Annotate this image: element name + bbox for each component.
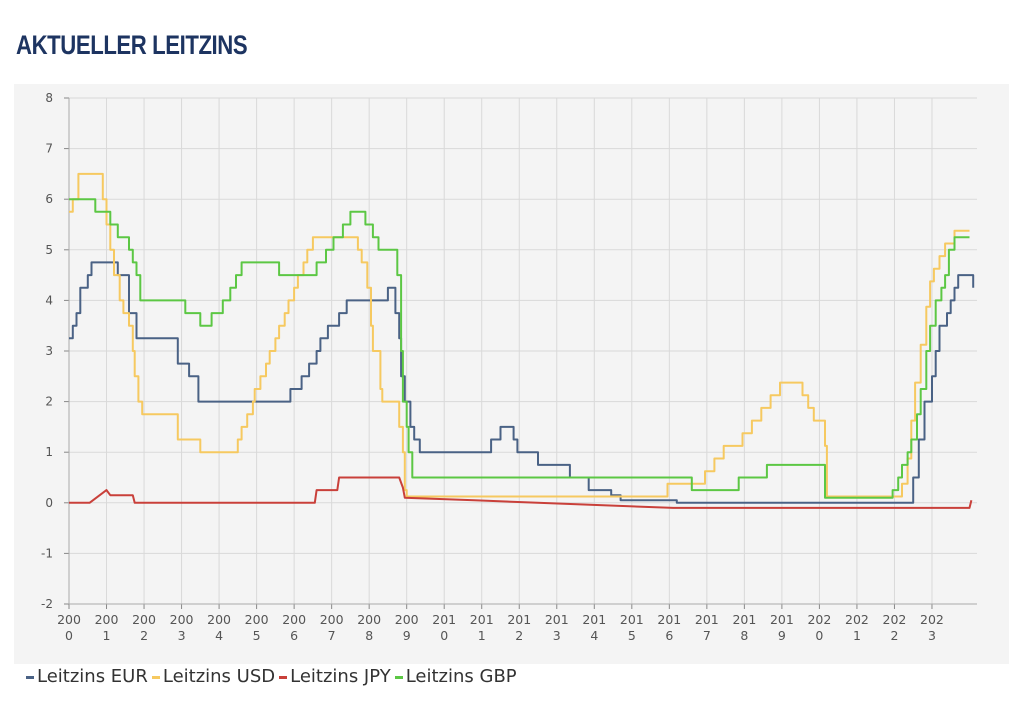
x-tick-label-line2: 8	[365, 628, 373, 643]
page-title: AKTUELLER LEITZINS	[16, 30, 248, 60]
y-tick-label: 4	[45, 293, 53, 307]
chart-series	[69, 172, 975, 509]
x-tick-label: 200	[57, 612, 81, 627]
x-tick-label-line2: 3	[928, 628, 936, 643]
x-tick-label: 202	[920, 612, 944, 627]
x-tick-label: 201	[732, 612, 756, 627]
x-tick-label: 202	[883, 612, 907, 627]
x-tick-label-line2: 1	[478, 628, 486, 643]
x-tick-label-line2: 2	[890, 628, 898, 643]
x-tick-label: 201	[770, 612, 794, 627]
x-tick-label: 201	[657, 612, 681, 627]
series-line-leitzins-gbp	[69, 198, 970, 499]
y-tick-label: 0	[45, 496, 53, 510]
x-tick-label-line2: 2	[140, 628, 148, 643]
x-tick-label-line2: 1	[103, 628, 111, 643]
x-tick-label: 200	[170, 612, 194, 627]
y-tick-label: -1	[41, 546, 53, 560]
x-tick-label: 201	[432, 612, 456, 627]
x-tick-label-line2: 3	[178, 628, 186, 643]
x-tick-label-line2: 4	[215, 628, 223, 643]
x-tick-label-line2: 6	[290, 628, 298, 643]
legend-swatch	[279, 676, 288, 679]
x-tick-label: 200	[357, 612, 381, 627]
x-tick-label: 200	[395, 612, 419, 627]
chart-labels: 876543210-1-2200020012002200320042005200…	[41, 91, 944, 643]
x-tick-label-line2: 0	[815, 628, 823, 643]
legend-label: Leitzins JPY	[290, 666, 391, 687]
series-line-leitzins-jpy	[69, 476, 973, 509]
x-tick-label-line2: 0	[440, 628, 448, 643]
x-tick-label-line2: 0	[65, 628, 73, 643]
x-tick-label: 202	[845, 612, 869, 627]
x-tick-label-line2: 3	[553, 628, 561, 643]
x-tick-label: 201	[695, 612, 719, 627]
x-tick-label: 201	[582, 612, 606, 627]
x-tick-label-line2: 6	[665, 628, 673, 643]
chart-svg: 876543210-1-2200020012002200320042005200…	[41, 91, 977, 643]
x-tick-label: 201	[620, 612, 644, 627]
x-tick-label: 201	[507, 612, 531, 627]
y-tick-label: 2	[45, 395, 53, 409]
x-tick-label: 200	[320, 612, 344, 627]
y-tick-label: 1	[45, 445, 53, 459]
x-tick-label-line2: 9	[403, 628, 411, 643]
x-tick-label: 200	[245, 612, 269, 627]
x-tick-label-line2: 4	[590, 628, 598, 643]
legend-label: Leitzins USD	[162, 666, 276, 687]
x-tick-label-line2: 7	[703, 628, 711, 643]
legend-swatch	[394, 676, 403, 679]
legend-item-leitzins-jpy[interactable]: Leitzins JPY	[279, 666, 391, 687]
y-tick-label: 8	[45, 91, 53, 105]
y-tick-label: 5	[45, 243, 53, 257]
x-tick-label-line2: 1	[853, 628, 861, 643]
x-tick-label: 201	[545, 612, 569, 627]
x-tick-label-line2: 2	[515, 628, 523, 643]
legend-item-leitzins-usd[interactable]: Leitzins USD	[151, 666, 276, 687]
y-tick-label: -2	[41, 597, 53, 611]
series-line-leitzins-eur	[69, 261, 975, 504]
x-tick-label-line2: 5	[253, 628, 261, 643]
x-tick-label: 202	[807, 612, 831, 627]
legend-label: Leitzins EUR	[37, 666, 148, 687]
legend-swatch	[26, 676, 34, 679]
legend-item-leitzins-gbp[interactable]: Leitzins GBP	[394, 666, 517, 687]
x-tick-label-line2: 5	[628, 628, 636, 643]
chart-grid	[68, 97, 977, 605]
x-tick-label: 200	[207, 612, 231, 627]
x-tick-label: 200	[282, 612, 306, 627]
x-tick-label-line2: 8	[740, 628, 748, 643]
x-tick-label: 200	[132, 612, 156, 627]
legend-item-leitzins-eur[interactable]: Leitzins EUR	[26, 666, 148, 687]
y-tick-label: 6	[45, 192, 53, 206]
series-line-leitzins-usd	[69, 172, 970, 498]
y-tick-label: 7	[45, 142, 53, 156]
chart-panel: 8 7 6 5 4 3 2 1 0 -1 -2 200 0 200 1 200 2 200 3 200 4 200 5 200…	[14, 84, 1009, 664]
x-tick-label-line2: 7	[328, 628, 336, 643]
x-tick-label-line2: 9	[778, 628, 786, 643]
x-tick-label: 200	[95, 612, 119, 627]
chart-legend: Leitzins EUR Leitzins USD Leitzins JPY Leit…	[26, 666, 521, 687]
legend-swatch	[151, 676, 160, 679]
y-tick-label: 3	[45, 344, 53, 358]
x-tick-label: 201	[470, 612, 494, 627]
legend-label: Leitzins GBP	[405, 666, 517, 687]
chart-axes	[64, 97, 977, 609]
